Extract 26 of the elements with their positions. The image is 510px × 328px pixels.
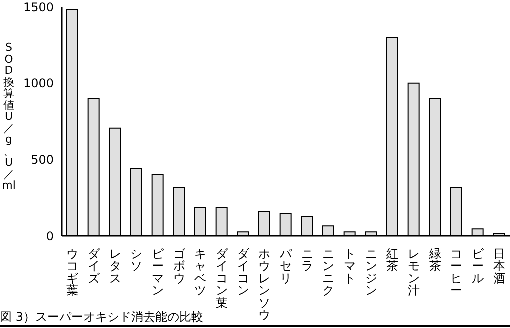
x-tick-label: シソ: [130, 247, 143, 274]
x-tick-label: ダイコン: [237, 247, 250, 298]
y-tick-label: 500: [31, 152, 54, 167]
x-tick-label: ゴボウ: [173, 247, 186, 286]
y-tick-label: 1500: [23, 0, 54, 14]
x-tick-label: レタス: [109, 247, 122, 286]
x-tick-label: ダイズ: [88, 247, 101, 286]
y-tick-label: 0: [46, 229, 54, 244]
x-tick-label: キャベツ: [194, 247, 207, 298]
x-tick-label: ウコギ葉: [66, 247, 79, 298]
x-tick-label: パセリ: [279, 247, 293, 286]
x-tick-label: トマト: [344, 247, 356, 286]
x-tick-label: ニンニク: [322, 247, 335, 298]
x-tick-label: ビール: [472, 247, 485, 286]
x-tick-label: レモン汁: [408, 247, 420, 298]
text: SOD換算値U／g、U／ml: [2, 41, 16, 192]
x-tick-label: ピーマン: [152, 247, 164, 298]
x-tick-label: ニラ: [301, 247, 314, 274]
x-tick-label: 紅茶: [386, 247, 399, 274]
x-tick-label: コーヒー: [450, 247, 463, 298]
x-tick-label: ニンジン: [365, 247, 378, 298]
x-tick-label: 日本酒: [493, 247, 506, 286]
y-tick-label: 1000: [23, 76, 54, 91]
x-tick-label: ダイコン葉: [216, 247, 229, 310]
caption: 図 3）スーパーオキシド消去能の比較: [0, 309, 204, 326]
x-tick-label: 緑茶: [428, 247, 442, 274]
